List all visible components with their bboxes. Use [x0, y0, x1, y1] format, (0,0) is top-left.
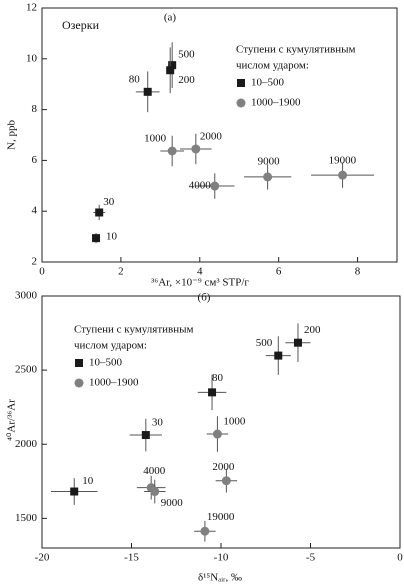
point-label: 2000	[212, 461, 235, 473]
point	[168, 61, 177, 70]
point	[293, 338, 302, 347]
point	[70, 487, 79, 496]
point	[191, 144, 201, 154]
point	[150, 487, 160, 497]
point-label: 9000	[258, 155, 281, 167]
point	[221, 476, 231, 486]
point-label: 30	[103, 196, 115, 208]
point-label: 1000	[223, 416, 246, 428]
legend-title: Ступени с кумулятивным	[236, 44, 356, 56]
y-tick-label: 3000	[15, 290, 38, 302]
point	[212, 429, 222, 439]
point-label: 200	[178, 74, 195, 86]
point-label: 19000	[207, 511, 235, 523]
x-axis-label: ³⁶Ar, ×10⁻⁹ см³ STP/г	[151, 277, 249, 289]
point-label: 200	[304, 324, 321, 336]
point-label: 30	[152, 417, 164, 429]
y-tick-label: 1500	[15, 512, 38, 524]
point	[95, 208, 104, 217]
legend-label: 1000–1900	[251, 97, 301, 109]
point	[274, 351, 283, 360]
point	[143, 87, 152, 96]
point-label: 10	[106, 231, 118, 243]
plot-frame	[41, 7, 398, 263]
point-label: 4000	[143, 465, 166, 477]
y-tick-label: 10	[26, 52, 38, 64]
point-label: 4000	[189, 180, 212, 192]
y-axis-label: N, ppb	[6, 120, 18, 150]
point-label: 500	[256, 337, 273, 349]
legend-title: числом ударом:	[74, 340, 147, 352]
point-label: 10	[82, 475, 94, 487]
y-tick-label: 8	[32, 103, 38, 115]
legend-marker	[236, 98, 246, 108]
point	[166, 66, 175, 75]
point	[338, 170, 348, 180]
legend-label: 1000–1900	[89, 377, 139, 389]
legend-marker	[75, 359, 83, 367]
x-tick-label: -20	[35, 552, 50, 564]
x-tick-label: 0	[397, 552, 403, 564]
point-label: 2000	[200, 131, 223, 143]
legend-label: 10–500	[251, 77, 285, 89]
x-tick-label: -10	[214, 552, 229, 564]
x-tick-label: -15	[124, 552, 139, 564]
y-tick-label: 4	[32, 205, 38, 217]
point	[167, 146, 177, 156]
legend-marker	[237, 79, 245, 87]
x-tick-label: 8	[355, 266, 361, 278]
panel-title: (a)	[164, 12, 177, 24]
y-tick-label: 12	[26, 2, 37, 14]
panel-title: (б)	[198, 292, 211, 304]
point-label: 1000	[144, 133, 167, 145]
y-tick-label: 2500	[15, 364, 38, 376]
legend-label: 10–500	[89, 357, 123, 369]
y-tick-label: 2000	[15, 438, 38, 450]
point-label: 80	[212, 372, 224, 384]
point	[92, 234, 101, 243]
point	[141, 431, 150, 440]
x-tick-label: 2	[118, 266, 124, 278]
annotation: Озерки	[62, 18, 100, 32]
point	[200, 526, 210, 536]
y-axis-label: ⁴⁰Ar/³⁶Ar	[6, 399, 18, 441]
y-tick-label: 6	[32, 154, 38, 166]
y-tick-label: 2	[32, 256, 38, 268]
point-label: 80	[129, 73, 141, 85]
x-tick-label: 4	[197, 266, 203, 278]
point	[208, 388, 217, 397]
legend-marker	[74, 378, 84, 388]
point	[263, 172, 273, 182]
point-label: 500	[178, 49, 195, 61]
point-label: 9000	[161, 497, 184, 509]
legend-title: числом ударом:	[236, 60, 309, 72]
x-tick-label: -5	[306, 552, 316, 564]
point	[210, 181, 220, 191]
legend-title: Ступени с кумулятивным	[74, 324, 194, 336]
point-label: 19000	[329, 155, 357, 167]
x-tick-label: 6	[276, 266, 282, 278]
x-tick-label: 0	[39, 266, 45, 278]
x-axis-label: δ¹⁵Nₐᵢᵣ, ‰	[198, 572, 242, 584]
